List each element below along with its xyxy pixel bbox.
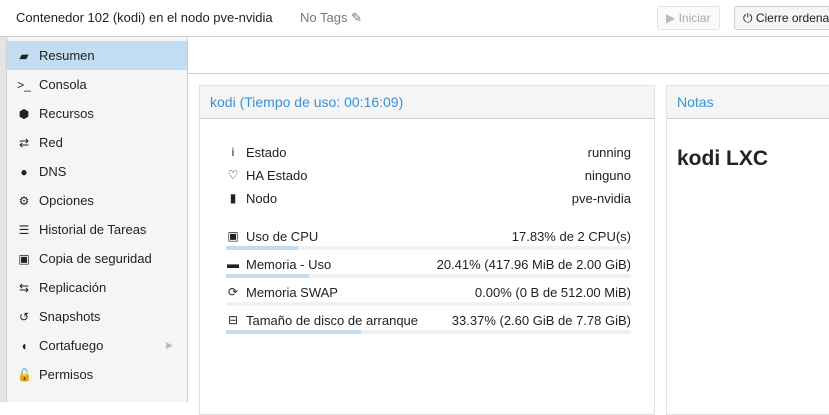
- pencil-icon[interactable]: ✎: [347, 10, 362, 25]
- toolbar: [188, 37, 829, 74]
- usage-label: Memoria SWAP: [246, 284, 338, 300]
- status-value: running: [587, 144, 631, 160]
- cube-icon: ⬢: [18, 106, 30, 121]
- sidebar-item-label: Snapshots: [39, 309, 101, 324]
- usage-progress-fill: [226, 330, 362, 334]
- tags-label: No Tags: [300, 10, 348, 25]
- sidebar-item-replicaci-n[interactable]: ⇆ Replicación: [7, 273, 187, 302]
- notes-content: kodi LXC: [677, 147, 769, 170]
- usage-value: 17.83% de 2 CPU(s): [511, 228, 631, 244]
- book-icon: ▰: [19, 48, 29, 63]
- usage-value: 0.00% (0 B de 512.00 MiB): [474, 284, 631, 300]
- sidebar: ▰ Resumen >_ Consola ⬢ Recursos ⇄ Red ● DNS ⚙ Opcio…: [7, 37, 188, 402]
- globe-icon: ●: [20, 164, 28, 179]
- tags[interactable]: No Tags ✎: [300, 10, 362, 26]
- usage-progress-bar: [226, 330, 631, 334]
- sidebar-item-consola[interactable]: >_ Consola: [7, 70, 187, 99]
- status-label: HA Estado: [246, 167, 308, 183]
- sidebar-item-label: Opciones: [39, 193, 94, 208]
- sidebar-item-label: Recursos: [39, 106, 94, 121]
- usage-label: Memoria - Uso: [246, 256, 332, 272]
- usage-value: 33.37% (2.60 GiB de 7.78 GiB): [451, 312, 631, 328]
- history-icon: ↺: [18, 309, 30, 324]
- unlock-icon: 🔓: [17, 367, 32, 382]
- sidebar-item-dns[interactable]: ● DNS: [7, 157, 187, 186]
- usage-label: Tamaño de disco de arranque: [246, 312, 419, 328]
- usage-progress-fill: [226, 274, 309, 278]
- usage-row: ⟳ Memoria SWAP 0.00% (0 B de 512.00 MiB): [226, 282, 631, 302]
- status-label: Nodo: [246, 190, 278, 206]
- heartbeat-icon: ♡: [227, 168, 239, 182]
- summary-title: kodi (Tiempo de uso: 00:16:09): [200, 86, 654, 119]
- status-label: Estado: [246, 144, 287, 160]
- play-icon: ▶: [666, 11, 676, 25]
- list-icon: ☰: [18, 222, 30, 237]
- retweet-icon: ⇆: [18, 280, 30, 295]
- refresh-icon: ⟳: [227, 285, 239, 299]
- sidebar-item-label: Cortafuego: [39, 338, 104, 353]
- usage-value: 20.41% (417.96 MiB de 2.00 GiB): [436, 256, 631, 272]
- shutdown-button[interactable]: ⏻ Cierre ordena: [734, 6, 829, 30]
- usage-row: ⊟ Tamaño de disco de arranque 33.37% (2.60…: [226, 310, 631, 330]
- left-strip: [0, 0, 7, 402]
- summary-panel: kodi (Tiempo de uso: 00:16:09) i Estado ru…: [199, 85, 655, 415]
- sidebar-item-recursos[interactable]: ⬢ Recursos: [7, 99, 187, 128]
- sidebar-item-label: DNS: [39, 164, 67, 179]
- page-title: Contenedor 102 (kodi) en el nodo pve-nvi…: [16, 10, 273, 25]
- main: kodi (Tiempo de uso: 00:16:09) i Estado ru…: [188, 74, 829, 415]
- sidebar-item-permisos[interactable]: 🔓 Permisos: [7, 360, 187, 389]
- header: Contenedor 102 (kodi) en el nodo pve-nvi…: [0, 0, 829, 37]
- chevron-right-icon[interactable]: ▶: [166, 340, 173, 350]
- sidebar-item-copia-de-seguridad[interactable]: ▣ Copia de seguridad: [7, 244, 187, 273]
- usage-label: Uso de CPU: [246, 228, 319, 244]
- hdd-icon: ⊟: [227, 313, 239, 327]
- usage-progress-bar: [226, 302, 631, 306]
- sidebar-item-resumen[interactable]: ▰ Resumen: [7, 41, 187, 70]
- sidebar-item-red[interactable]: ⇄ Red: [7, 128, 187, 157]
- start-button[interactable]: ▶ Iniciar: [657, 6, 720, 30]
- terminal-icon: >_: [17, 77, 31, 92]
- sidebar-item-label: Replicación: [39, 280, 107, 295]
- usage-row: ▣ Uso de CPU 17.83% de 2 CPU(s): [226, 226, 631, 246]
- status-value: pve-nvidia: [571, 190, 631, 206]
- notes-title: Notas: [667, 86, 829, 119]
- sidebar-item-label: Historial de Tareas: [39, 222, 147, 237]
- sidebar-item-opciones[interactable]: ⚙ Opciones: [7, 186, 187, 215]
- sidebar-item-label: Red: [39, 135, 63, 150]
- sidebar-item-label: Consola: [39, 77, 87, 92]
- sidebar-item-label: Copia de seguridad: [39, 251, 152, 266]
- sidebar-item-label: Resumen: [39, 48, 95, 63]
- usage-progress-fill: [226, 246, 299, 250]
- gear-icon: ⚙: [18, 193, 30, 208]
- info-icon: i: [231, 145, 235, 159]
- usage-row: ▬ Memoria - Uso 20.41% (417.96 MiB de 2.00…: [226, 254, 631, 274]
- status-row: ▮ Nodo pve-nvidia: [226, 188, 631, 208]
- sidebar-item-label: Permisos: [39, 367, 94, 382]
- sidebar-item-cortafuego[interactable]: ◖ Cortafuego ▶: [7, 331, 187, 360]
- floppy-icon: ▣: [18, 251, 30, 266]
- status-row: ♡ HA Estado ninguno: [226, 165, 631, 185]
- sidebar-item-snapshots[interactable]: ↺ Snapshots: [7, 302, 187, 331]
- usage-progress-bar: [226, 246, 631, 250]
- power-icon: ⏻: [743, 11, 753, 25]
- cpu-icon: ▣: [227, 229, 239, 243]
- status-value: ninguno: [584, 167, 631, 183]
- memory-icon: ▬: [227, 257, 239, 271]
- exchange-icon: ⇄: [18, 135, 30, 150]
- building-icon: ▮: [229, 191, 237, 205]
- notes-panel: Notas kodi LXC: [666, 85, 829, 415]
- shield-icon: ◖: [20, 338, 28, 353]
- usage-progress-bar: [226, 274, 631, 278]
- sidebar-item-historial-de-tareas[interactable]: ☰ Historial de Tareas: [7, 215, 187, 244]
- status-row: i Estado running: [226, 142, 631, 162]
